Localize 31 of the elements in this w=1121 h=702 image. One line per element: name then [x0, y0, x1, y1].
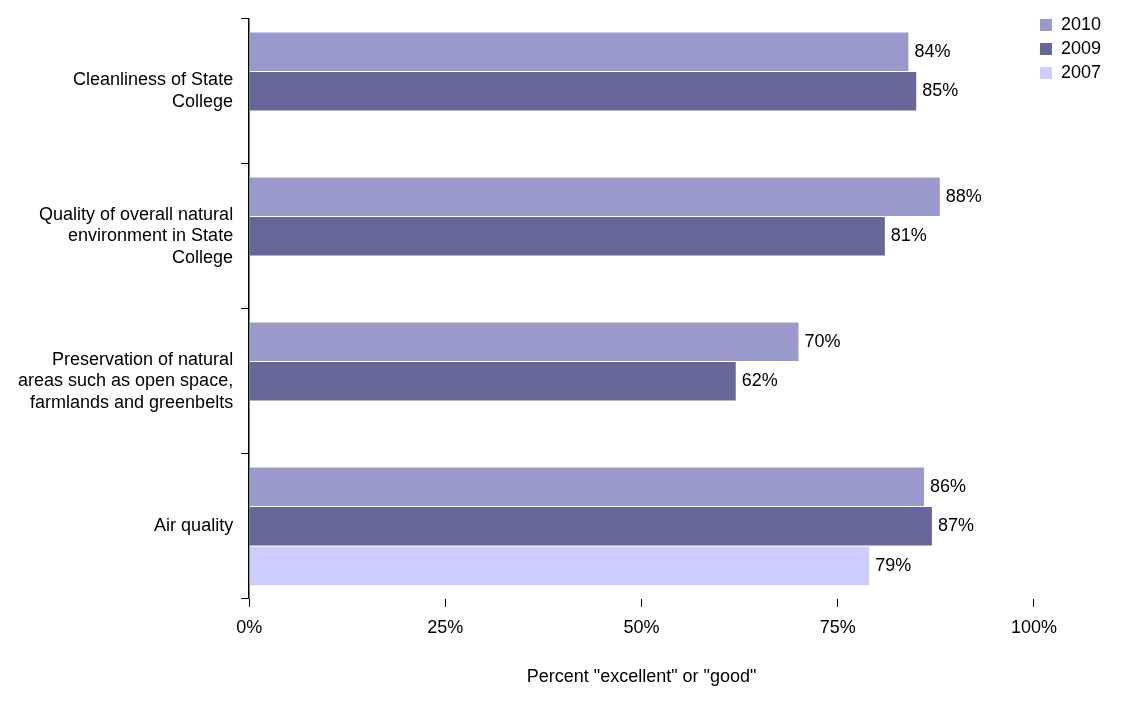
data-label: 85% — [922, 80, 959, 101]
data-label: 62% — [741, 370, 778, 391]
x-tick-label: 50% — [623, 616, 660, 637]
legend-label: 2007 — [1060, 61, 1101, 82]
bar — [249, 217, 885, 256]
x-tick-label: 0% — [236, 616, 263, 637]
y-tick-label: Quality of overall natural environment in State College — [39, 203, 234, 267]
legend-label: 2009 — [1060, 37, 1101, 58]
data-label: 84% — [914, 40, 951, 61]
data-label: 70% — [804, 330, 841, 351]
bar — [249, 546, 870, 586]
bar — [249, 507, 932, 546]
bar — [249, 362, 736, 401]
bar — [249, 72, 917, 111]
x-tick-label: 25% — [427, 616, 464, 637]
bar — [249, 322, 799, 361]
y-tick-label: Preservation of natural areas such as open space, farmlands and greenbelts — [18, 348, 234, 412]
bar — [249, 32, 909, 71]
y-tick-label: Air quality — [154, 515, 234, 536]
x-tick-label: 75% — [819, 616, 856, 637]
x-axis-title: Percent "excellent" or "good" — [526, 666, 757, 687]
data-label: 87% — [937, 515, 974, 536]
legend-label: 2010 — [1060, 13, 1101, 34]
data-label: 81% — [890, 225, 927, 246]
data-label: 86% — [930, 475, 967, 496]
data-label: 88% — [945, 185, 982, 206]
x-tick-label: 100% — [1010, 616, 1057, 637]
bar — [249, 467, 925, 506]
data-label: 79% — [875, 554, 912, 575]
y-tick-label: Cleanliness of State College — [73, 69, 234, 112]
bar — [249, 177, 940, 216]
